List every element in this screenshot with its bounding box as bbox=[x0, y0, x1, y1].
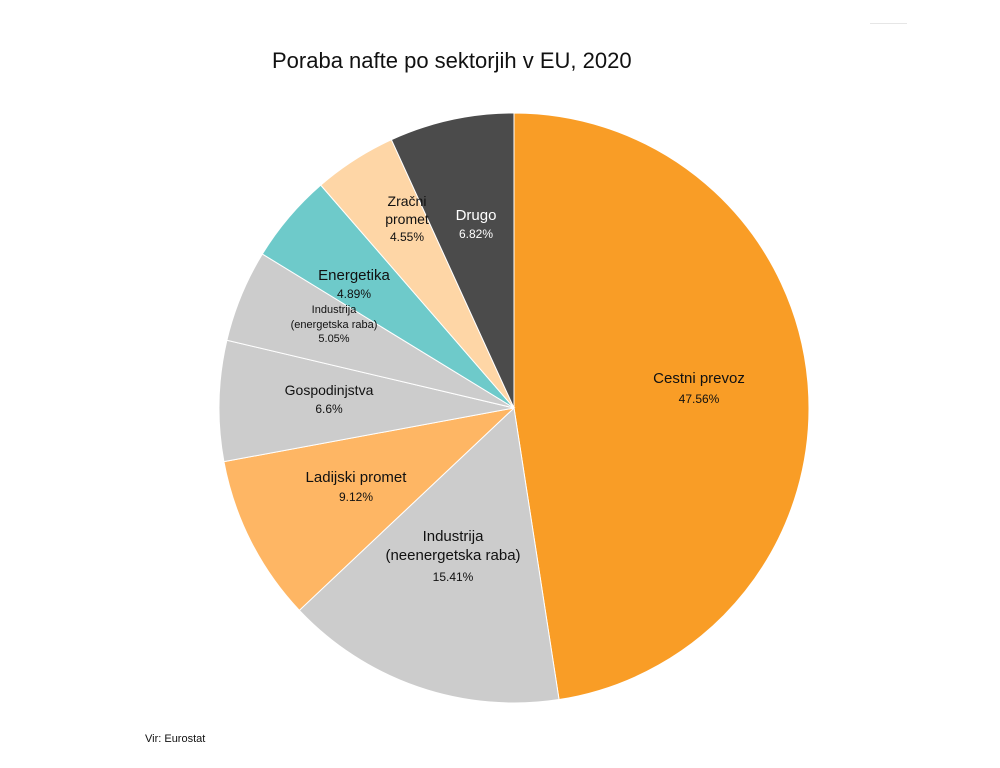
slice-name-cestni-prevoz: Cestni prevoz bbox=[653, 370, 745, 387]
slice-name-ladijski-promet: Ladijski promet bbox=[306, 469, 408, 486]
pie-slice-industrija-neenergetska-raba bbox=[298, 406, 560, 704]
pie-slice-cestni-prevoz bbox=[513, 112, 810, 701]
slice-name-energetika: Energetika bbox=[318, 267, 390, 284]
slice-percent-energetika: 4.89% bbox=[337, 287, 371, 301]
slice-percent-gospodinjstva: 6.6% bbox=[315, 402, 343, 416]
slice-label-zracni-promet: Zračni promet 4.55% bbox=[385, 193, 429, 244]
chart-title: Poraba nafte po sektorjih v EU, 2020 bbox=[272, 48, 632, 73]
slice-name-industrija-neenergetska-raba-line-1: Industrija bbox=[423, 528, 485, 545]
source-note: Vir: Eurostat bbox=[145, 733, 206, 745]
slice-name-industrija-neenergetska-raba-line-2: (neenergetska raba) bbox=[385, 547, 520, 564]
slice-percent-industrija-neenergetska-raba: 15.41% bbox=[433, 570, 474, 584]
pie-slice-drugo bbox=[390, 112, 515, 409]
slice-label-energetika: Energetika 4.89% bbox=[318, 267, 390, 301]
slice-name-industrija-energetska-raba-line-2: (energetska raba) bbox=[291, 319, 378, 331]
slice-percent-zracni-promet: 4.55% bbox=[390, 230, 424, 244]
slice-label-industrija-energetska-raba: Industrija (energetska raba) 5.05% bbox=[291, 304, 378, 345]
slice-label-cestni-prevoz: Cestni prevoz 47.56% bbox=[653, 370, 745, 406]
slice-name-zracni-promet-line-2: promet bbox=[385, 211, 429, 227]
slice-label-drugo: Drugo 6.82% bbox=[456, 207, 497, 241]
pie-slice-ladijski-promet bbox=[223, 407, 516, 612]
slice-label-industrija-neenergetska-raba: Industrija (neenergetska raba) 15.41% bbox=[385, 528, 520, 584]
slice-name-zracni-promet-line-1: Zračni bbox=[388, 193, 427, 209]
slice-name-gospodinjstva: Gospodinjstva bbox=[285, 382, 374, 398]
slice-name-industrija-energetska-raba-line-1: Industrija bbox=[312, 304, 358, 316]
corner-divider bbox=[870, 23, 907, 24]
slice-percent-industrija-energetska-raba: 5.05% bbox=[318, 333, 349, 345]
slice-name-drugo: Drugo bbox=[456, 207, 497, 224]
slice-percent-ladijski-promet: 9.12% bbox=[339, 490, 373, 504]
pie-slice-gospodinjstva bbox=[218, 339, 515, 463]
slice-percent-cestni-prevoz: 47.56% bbox=[679, 392, 720, 406]
slice-label-ladijski-promet: Ladijski promet 9.12% bbox=[306, 469, 408, 504]
slice-label-gospodinjstva: Gospodinjstva 6.6% bbox=[285, 382, 374, 416]
slice-percent-drugo: 6.82% bbox=[459, 227, 493, 241]
